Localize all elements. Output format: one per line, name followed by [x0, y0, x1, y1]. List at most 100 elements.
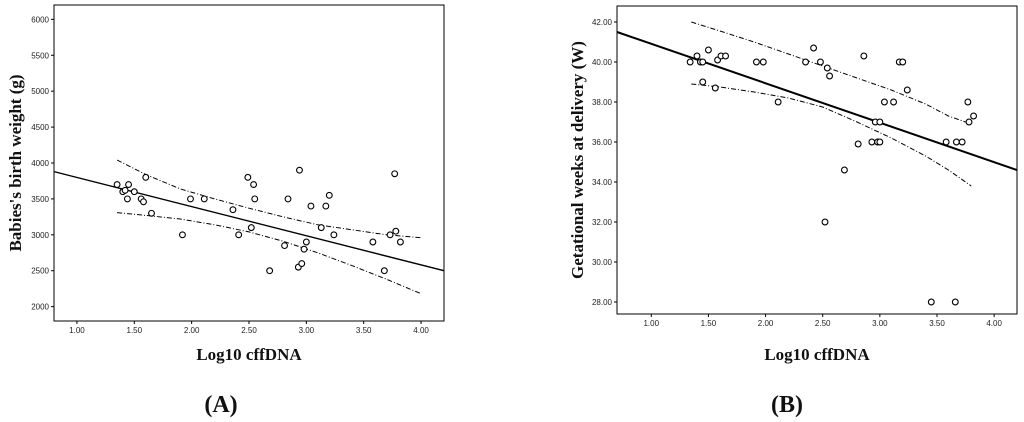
regression-line	[53, 170, 445, 272]
y-tick-label: 30.00	[592, 258, 613, 267]
data-point	[965, 118, 973, 126]
data-point	[711, 84, 719, 92]
confidence-band-upper	[691, 21, 972, 125]
data-point	[951, 298, 959, 306]
data-point	[391, 170, 399, 178]
x-tick-label: 1.00	[69, 326, 85, 335]
y-tick-label: 4000	[31, 159, 49, 168]
y-tick-label: 34.00	[592, 178, 613, 187]
data-point	[810, 44, 818, 52]
data-point	[148, 209, 155, 217]
data-point	[125, 181, 133, 188]
y-tick-label: 5500	[31, 51, 49, 60]
data-point	[396, 238, 404, 246]
x-tick-label: 1.00	[643, 319, 659, 328]
data-point	[386, 231, 394, 239]
data-point	[123, 195, 131, 203]
y-tick-label: 28.00	[592, 298, 613, 307]
data-point	[802, 58, 810, 66]
data-point	[821, 218, 829, 226]
data-point	[250, 181, 258, 188]
data-point	[880, 98, 888, 106]
plot-frame-b	[616, 5, 1018, 315]
data-point	[704, 46, 712, 54]
data-point	[868, 138, 876, 146]
x-tick-label: 3.00	[872, 319, 888, 328]
x-axis-label-b: Log10 cffDNA	[764, 345, 870, 364]
y-tick-label: 32.00	[592, 218, 613, 227]
data-point	[903, 86, 911, 94]
data-point	[826, 72, 834, 80]
data-point	[752, 58, 760, 66]
chart-a: 1.00 1.50 2.00 2.50 3.00 3.50 4.00 2000 2500 300…	[6, 4, 445, 418]
x-tick-label: 3.50	[356, 326, 372, 335]
confidence-band-upper	[116, 159, 422, 239]
y-tick-label: 5000	[31, 87, 49, 96]
data-point	[958, 138, 966, 146]
data-point	[200, 195, 208, 203]
y-axis-label-a: Babies's birth weight (g)	[6, 74, 25, 251]
data-point	[244, 173, 252, 181]
data-point	[113, 181, 121, 188]
data-point	[693, 52, 701, 60]
data-point	[296, 166, 303, 174]
x-axis-label-a: Log10 cffDNA	[196, 345, 302, 364]
data-point	[281, 242, 289, 250]
y-tick-label: 2000	[31, 303, 49, 312]
data-point	[686, 58, 694, 66]
confidence-band-lower	[691, 83, 972, 187]
panel-label-a: (A)	[204, 392, 237, 418]
data-point	[860, 52, 868, 60]
data-point	[307, 202, 315, 210]
data-point	[325, 191, 333, 199]
x-tick-label: 3.50	[929, 319, 945, 328]
data-point	[840, 166, 848, 174]
data-point	[235, 231, 243, 239]
y-tick-label: 42.00	[592, 18, 613, 27]
data-point	[187, 195, 194, 203]
data-point	[380, 267, 388, 275]
data-point	[330, 231, 338, 239]
data-point	[322, 202, 330, 210]
x-tick-label: 3.00	[299, 326, 315, 335]
data-point	[722, 52, 730, 60]
data-point	[816, 58, 824, 66]
data-point	[854, 140, 862, 148]
y-tick-label: 38.00	[592, 98, 613, 107]
data-point	[251, 195, 259, 203]
y-tick-label: 4500	[31, 123, 49, 132]
x-tick-label: 4.00	[986, 319, 1002, 328]
data-point	[317, 224, 325, 232]
x-tick-label: 2.50	[815, 319, 831, 328]
x-tick-label: 2.50	[241, 326, 257, 335]
data-point	[179, 231, 186, 239]
y-tick-label: 3000	[31, 231, 49, 240]
data-point	[121, 186, 129, 194]
regression-line	[616, 31, 1018, 171]
data-point	[369, 238, 377, 246]
x-tick-label: 2.00	[758, 319, 774, 328]
y-tick-label: 40.00	[592, 58, 613, 67]
data-point	[942, 138, 950, 146]
y-tick-label: 36.00	[592, 138, 613, 147]
data-point	[823, 64, 831, 72]
y-tick-label: 2500	[31, 267, 49, 276]
data-point	[300, 245, 308, 253]
data-point	[759, 58, 767, 66]
data-point	[140, 198, 147, 206]
data-point	[247, 224, 255, 232]
x-tick-label: 1.50	[127, 326, 143, 335]
data-point	[876, 138, 884, 146]
data-point	[142, 173, 150, 181]
y-tick-label: 6000	[31, 15, 49, 24]
x-tick-label: 1.50	[701, 319, 717, 328]
data-point	[899, 58, 907, 66]
y-tick-label: 3500	[31, 195, 49, 204]
data-point	[964, 98, 972, 106]
x-tick-label: 4.00	[413, 326, 429, 335]
data-point	[298, 260, 306, 267]
data-point	[284, 195, 292, 203]
data-point	[970, 112, 978, 120]
x-tick-label: 2.00	[184, 326, 200, 335]
